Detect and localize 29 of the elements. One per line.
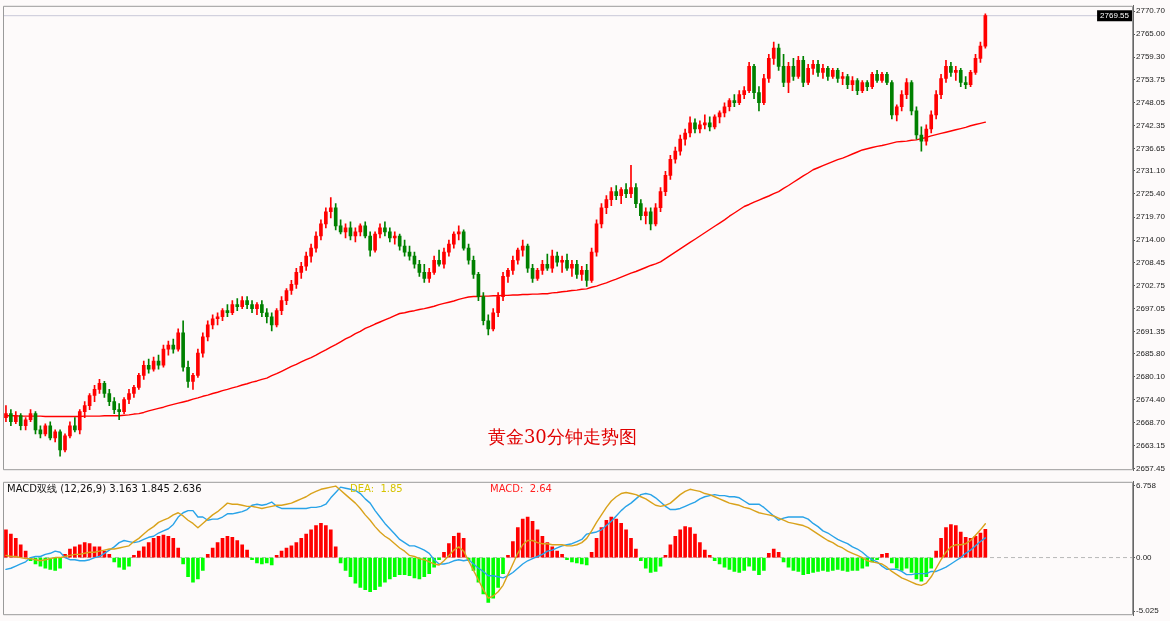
annotation: DEA: 1.85 xyxy=(350,483,403,495)
y-tick-label: 2668.70 xyxy=(1136,418,1166,428)
y-tick-label: 2770.70 xyxy=(1136,6,1166,16)
y-tick-label: 2742.35 xyxy=(1136,120,1166,130)
y-tick-label: 2702.75 xyxy=(1136,280,1166,290)
y-tick-label: 2691.35 xyxy=(1136,326,1166,336)
y-tick-label: 2708.45 xyxy=(1136,257,1166,267)
y-tick-label: -5.025 xyxy=(1136,606,1160,616)
y-tick-label: 2685.80 xyxy=(1136,349,1166,359)
chart-title: MACD双线 (12,26,9) 3.163 1.845 2.636 xyxy=(7,483,202,495)
y-tick-label: 2674.40 xyxy=(1136,395,1166,405)
y-tick-label: 2657.45 xyxy=(1136,463,1166,473)
y-tick-label: 2663.15 xyxy=(1136,440,1166,450)
text: 黄金30分钟走势图 xyxy=(487,425,637,447)
y-tick-label: 2714.00 xyxy=(1136,235,1166,245)
ref-line-label: 2769.55 xyxy=(1100,11,1130,21)
y-tick-label: 2680.10 xyxy=(1136,372,1166,382)
y-tick-label: 2765.00 xyxy=(1136,29,1166,39)
y-tick-label: 2731.10 xyxy=(1136,166,1166,176)
y-tick-label: 0.00 xyxy=(1136,552,1153,562)
y-tick-label: 2719.70 xyxy=(1136,212,1166,222)
y-tick-label: 2748.05 xyxy=(1136,97,1166,107)
y-tick-label: 2736.65 xyxy=(1136,143,1166,153)
y-tick-label: 2725.40 xyxy=(1136,189,1166,199)
y-tick-label: 2759.30 xyxy=(1136,52,1166,62)
annotation: MACD: 2.64 xyxy=(490,483,552,495)
y-tick-label: 6.758 xyxy=(1136,480,1157,490)
y-tick-label: 2753.75 xyxy=(1136,74,1166,84)
y-tick-label: 2697.05 xyxy=(1136,303,1166,313)
